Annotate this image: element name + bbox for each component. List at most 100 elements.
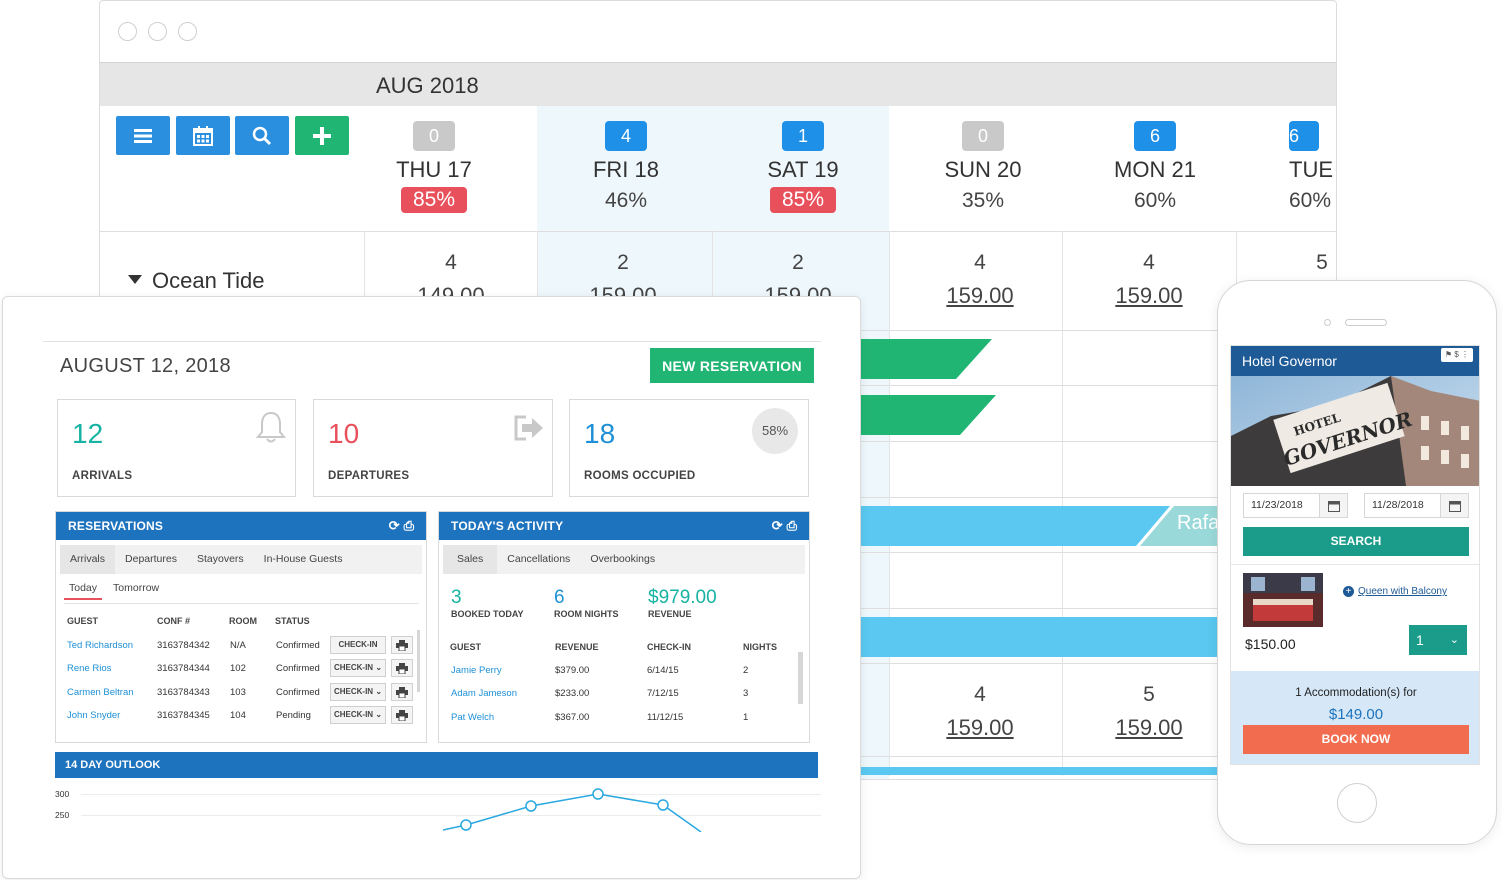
booking-bar[interactable]: [860, 767, 1220, 775]
subtab-today[interactable]: Today: [64, 582, 103, 600]
day-header[interactable]: 1 SAT 19 85%: [718, 106, 888, 231]
subtab-tomorrow[interactable]: Tomorrow: [113, 582, 160, 594]
guest-link[interactable]: Jamie Perry: [451, 665, 502, 676]
day-header[interactable]: 6 MON 21 60%: [1070, 106, 1240, 231]
print-row-button[interactable]: [391, 683, 413, 701]
print-row-button[interactable]: [391, 706, 413, 724]
window-minimize-dot[interactable]: [148, 22, 167, 41]
guest-link[interactable]: John Snyder: [67, 710, 121, 721]
booking-bar[interactable]: [860, 395, 1000, 435]
add-button[interactable]: [295, 116, 349, 155]
day-name: SAT 19: [767, 157, 839, 182]
check-out-date-field[interactable]: 11/28/2018: [1364, 493, 1469, 518]
print-icon[interactable]: ⎙: [403, 518, 418, 533]
conf-number: 3163784344: [157, 663, 210, 674]
column-header: CHECK-IN: [647, 642, 691, 652]
calendar-icon[interactable]: [1319, 494, 1347, 517]
tab-stayovers[interactable]: Stayovers: [196, 553, 244, 565]
chart-point[interactable]: [592, 788, 604, 800]
search-button[interactable]: SEARCH: [1243, 527, 1469, 556]
check-in-dropdown[interactable]: CHECK-IN ⌄: [330, 659, 386, 677]
chart-point[interactable]: [657, 799, 669, 811]
room-name: Queen with Balcony: [1358, 586, 1447, 597]
guest-link[interactable]: Pat Welch: [451, 712, 495, 723]
check-in-date-field[interactable]: 11/23/2018: [1243, 493, 1348, 518]
quantity-value: 1: [1416, 632, 1424, 648]
rooms-available: 4: [445, 251, 457, 274]
scrollbar[interactable]: [798, 652, 803, 704]
day-header[interactable]: 4 FRI 18 46%: [541, 106, 711, 231]
room-quantity-select[interactable]: 1 ⌄: [1409, 625, 1467, 655]
day-header[interactable]: 0 SUN 20 35%: [898, 106, 1068, 231]
header-tools: ⚑ $ ⋮: [1440, 348, 1473, 362]
phone-home-button[interactable]: [1337, 783, 1377, 823]
check-in-dropdown[interactable]: CHECK-IN ⌄: [330, 683, 386, 701]
day-header[interactable]: 6 TUE 60%: [1240, 106, 1336, 231]
calendar-button[interactable]: [176, 116, 230, 155]
day-name: FRI 18: [592, 157, 660, 182]
book-now-button[interactable]: BOOK NOW: [1243, 725, 1469, 754]
grid-line: [81, 815, 821, 816]
day-name: SUN 20: [944, 157, 1022, 182]
window-close-dot[interactable]: [118, 22, 137, 41]
check-out-value: 11/28/2018: [1372, 499, 1424, 511]
rate-cell[interactable]: 4 159.00: [895, 683, 1065, 741]
guest-link[interactable]: Ted Richardson: [67, 640, 134, 651]
activity-tabs: Sales Cancellations Overbookings: [443, 545, 805, 574]
rate-cell[interactable]: 5 159.00: [1064, 683, 1234, 741]
guest-link[interactable]: Carmen Beltran: [67, 687, 134, 698]
menu-button[interactable]: [116, 116, 170, 155]
tab-departures[interactable]: Departures: [125, 553, 177, 565]
room-type-link[interactable]: + Queen with Balcony: [1343, 586, 1447, 597]
chart-point[interactable]: [525, 800, 537, 812]
rate-cell[interactable]: 4 159.00: [1064, 251, 1234, 309]
rate-price[interactable]: 159.00: [1115, 283, 1183, 308]
chevron-down-icon: ⌄: [375, 663, 383, 672]
refresh-icon[interactable]: ⟳: [771, 518, 787, 533]
occupancy-percent: 85%: [769, 187, 837, 213]
booking-bar[interactable]: [860, 339, 1000, 379]
check-in-dropdown[interactable]: CHECK-IN ⌄: [330, 706, 386, 724]
rate-cell[interactable]: 4 159.00: [895, 251, 1065, 309]
chart-point[interactable]: [460, 819, 472, 831]
booking-guest-label[interactable]: Rafa: [1177, 512, 1220, 534]
guest-link[interactable]: Rene Rios: [67, 663, 112, 674]
tab-cancellations[interactable]: Cancellations: [507, 553, 571, 565]
scrollbar[interactable]: [417, 630, 420, 692]
more-icon[interactable]: ⋮: [1461, 350, 1469, 359]
search-button[interactable]: [235, 116, 289, 155]
revenue: $233.00: [555, 688, 590, 699]
new-reservation-button[interactable]: NEW RESERVATION: [650, 348, 814, 383]
rate-price[interactable]: 159.00: [946, 715, 1014, 740]
refresh-icon[interactable]: ⟳: [388, 518, 404, 533]
phone-camera: [1324, 319, 1331, 326]
window-controls: [118, 22, 197, 41]
check-in-value: 11/23/2018: [1251, 499, 1303, 511]
print-row-button[interactable]: [391, 659, 413, 677]
calendar-icon[interactable]: [1440, 494, 1468, 517]
check-in-button[interactable]: CHECK-IN: [330, 636, 386, 654]
rooms-occupied-card[interactable]: 18 ROOMS OCCUPIED 58%: [569, 399, 809, 497]
tab-in-house-guests[interactable]: In-House Guests: [263, 553, 343, 565]
language-icon[interactable]: ⚑: [1444, 350, 1453, 359]
rate-price[interactable]: 159.00: [946, 283, 1014, 308]
booking-bar[interactable]: [860, 506, 1240, 546]
booking-bar[interactable]: [860, 617, 1220, 657]
tab-overbookings[interactable]: Overbookings: [590, 553, 656, 565]
room-group-toggle[interactable]: Ocean Tide: [128, 268, 265, 294]
print-row-button[interactable]: [391, 636, 413, 654]
guest-link[interactable]: Adam Jameson: [451, 688, 518, 699]
day-header[interactable]: 0 THU 17 85%: [349, 106, 519, 231]
tab-sales[interactable]: Sales: [443, 545, 498, 574]
window-maximize-dot[interactable]: [178, 22, 197, 41]
calendar-icon: [193, 125, 213, 146]
departures-card[interactable]: 10 DEPARTURES: [313, 399, 553, 497]
room-photo[interactable]: [1243, 573, 1323, 627]
nights: 1: [743, 712, 749, 723]
rate-cell[interactable]: 5: [1237, 251, 1336, 275]
print-icon[interactable]: ⎙: [786, 518, 801, 533]
tab-arrivals[interactable]: Arrivals: [60, 545, 116, 574]
arrivals-card[interactable]: 12 ARRIVALS: [57, 399, 296, 497]
rate-price[interactable]: 159.00: [1115, 715, 1183, 740]
currency-selector[interactable]: $: [1454, 350, 1459, 359]
